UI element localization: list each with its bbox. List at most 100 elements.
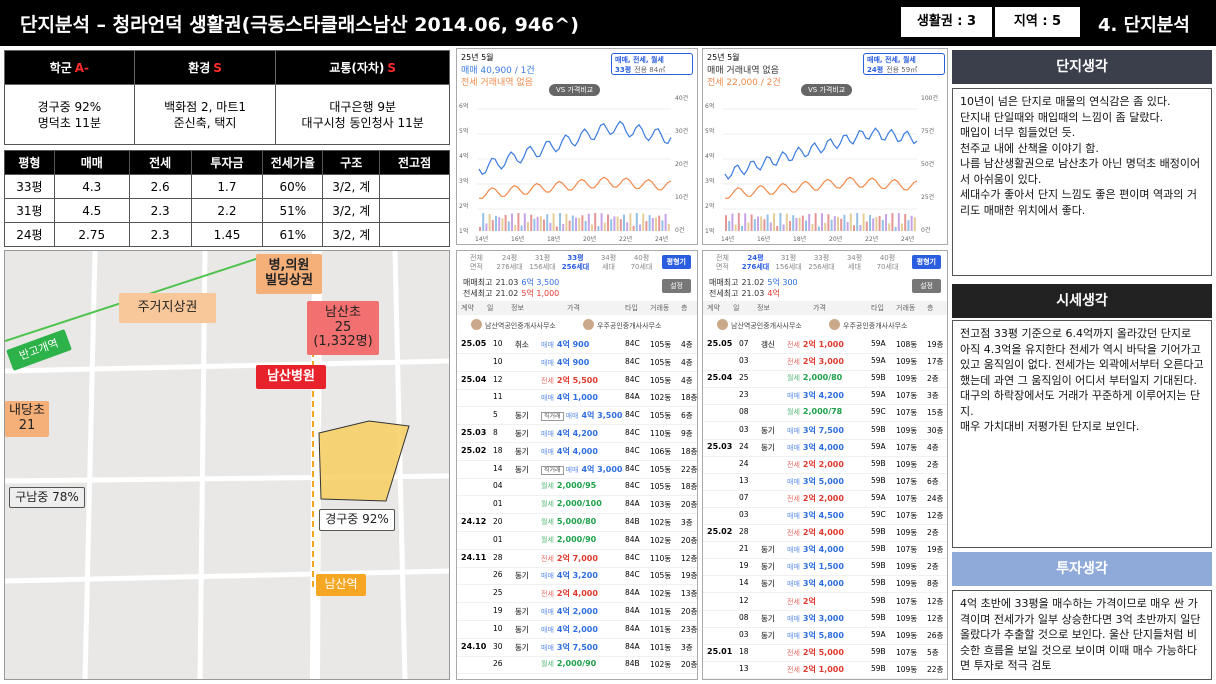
tab: 31평 156세대 [526,254,559,272]
floor: 2층 [927,374,939,384]
info-tag: 동기 [761,630,775,640]
chart-graphic [477,108,672,231]
contract-day: 14 [493,463,503,473]
section-title: 4. 단지분석 [1098,15,1190,36]
x-label: 22년 [865,236,879,243]
unit-type: 84C [625,481,640,491]
floor: 19층 [927,545,944,555]
chart-sale: 매매 40,900 / 1건 [461,66,535,76]
info-tag: 동기 [515,464,529,474]
grade: S [213,61,222,75]
map-label-line: 남산병원 [267,368,315,384]
map-label-line: 내당초 [9,403,45,419]
contract-day: 18 [739,646,749,656]
contract-day: 07 [739,339,749,348]
kind: 전세 [541,590,554,599]
row-divider [457,548,697,550]
kind: 월세 [541,518,554,526]
column-header: 거래동 [650,304,670,312]
price: 매매 3억 5,000 [787,476,844,487]
kind: 매매 [541,447,554,456]
price: 매매 4억 900 [541,339,589,350]
floor: 20층 [681,500,698,510]
high-part: 5억 300 [767,278,798,287]
amount: 2억 1,000 [802,664,844,674]
note-line: 천주교 내에 산책을 이야기 함. [960,141,1099,155]
filter: 매매, 전세, 월세 [867,56,916,64]
contract-day: 03 [739,629,749,639]
cell: 2.2 [190,198,264,223]
tab-button[interactable]: 평형기 [911,255,941,269]
contract-day: 03 [739,510,749,519]
row: 33평 4.3 2.6 1.7 60% 3/2, 계 [4,174,450,199]
kind: 전세 [787,665,800,674]
transaction-list: 전체 면적 24평 276세대 31평 156세대 33평 256세대 34평 세대 40평 70세대… [702,250,948,680]
amount: 2,000/95 [556,481,597,491]
contract-day: 26 [493,570,503,580]
x-label: 20년 [583,236,597,243]
high-part: 전세최고 [463,289,493,298]
contract-day: 03 [739,424,749,434]
kind: 월세 [541,535,554,544]
sale-line [724,127,918,180]
unit-type: 84C [625,428,640,437]
note-title: 시세생각 [952,284,1212,318]
cell-line: 명덕초 11분 [37,115,101,130]
map-label: 내당초 21 [5,401,49,437]
map-label: 구남중 78% [9,487,85,508]
tab-line: 256세대 [808,263,835,271]
price: 매매 3억 4,200 [787,390,844,401]
amount: 2,000/78 [802,407,843,417]
unit-type: 84A [625,623,640,633]
price: 전세 2억 2,000 [787,493,844,504]
kind: 매매 [541,341,554,349]
floor: 3층 [681,518,693,527]
tab-line: 70세대 [876,263,899,271]
info-tag: 동기 [515,607,529,616]
high-part: 21.02 [741,278,765,287]
sale-line [478,120,672,175]
x-label: 18년 [793,236,807,243]
contract-day: 21 [739,544,749,554]
contract-day: 28 [493,552,503,562]
header-bar: 단지분석 – 청라언덕 생활권(극동스타클래스남산 2014.06, 946^)… [0,0,1216,46]
chart-sale: 매매 거래내역 없음 [707,66,779,76]
kind: 매매 [787,614,800,623]
building: 107동 [896,596,918,606]
row: 24평 2.75 2.3 1.45 61% 3/2, 계 [4,222,450,247]
amount: 3억 4,500 [802,511,844,520]
price: 전세 2억 5,000 [787,647,844,658]
kind: 전세 [787,358,800,367]
floor: 6층 [681,411,693,421]
kind: 전세 [787,494,800,503]
unit-type: 59B [871,424,886,434]
row-divider [457,495,697,497]
high-part: 매매최고 [709,278,739,287]
amount: 3억 5,800 [802,630,844,640]
cell: 2.6 [128,174,192,199]
bars [725,213,916,231]
price: 매매 3억 4,500 [787,510,844,521]
tab-line: 전체 [716,254,729,262]
row-divider [703,472,947,474]
amount: 2억 2,000 [802,493,844,503]
map-shapes [5,251,449,679]
unit-type: 59B [871,561,886,571]
tab-line: 34평 [846,254,863,262]
building: 109동 [896,664,918,674]
row-divider [703,404,947,406]
building: 102동 [650,518,672,527]
header-cell: 전세가율 [262,150,324,175]
info-tag: 동기 [761,562,775,572]
floor: 5층 [927,647,939,657]
building: 105동 [650,482,672,492]
kind: 월세 [541,500,554,509]
settings-button[interactable]: 설정 [662,279,691,293]
settings-button[interactable]: 설정 [912,279,941,293]
tab-button[interactable]: 평형기 [661,255,691,269]
floor: 2층 [927,528,939,538]
header-row: 학군 A- 환경 S 교통(자차) S [4,50,450,85]
info-tag: 갱신 [761,340,775,349]
building: 105동 [650,375,672,385]
kind: 매매 [787,512,800,520]
